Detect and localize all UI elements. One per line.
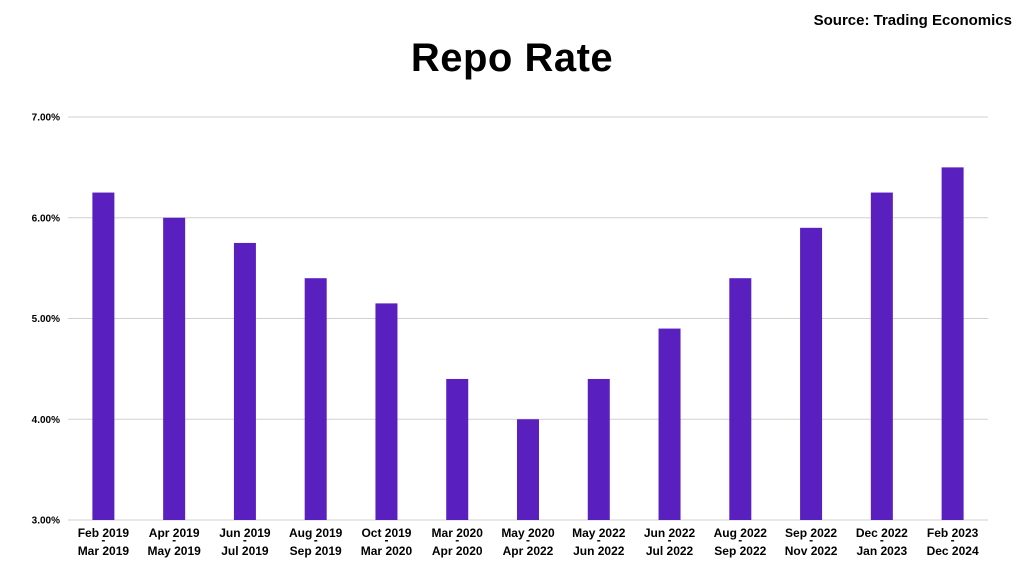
y-tick-label: 3.00% [32, 516, 60, 527]
bar [729, 278, 752, 520]
x-tick-label: - [951, 533, 955, 547]
x-tick-label: - [597, 533, 601, 547]
x-tick-label: Jul 2022 [646, 544, 694, 558]
x-tick-label: - [101, 533, 105, 547]
x-tick-label: Aug 2019 [289, 526, 343, 540]
x-tick-label: - [172, 533, 176, 547]
x-tick-label: Jun 2022 [644, 526, 696, 540]
bars [92, 167, 964, 520]
x-tick-label: Feb 2023 [927, 526, 979, 540]
bar [446, 378, 469, 520]
source-label: Source: Trading Economics [813, 12, 1012, 29]
x-tick-label: Sep 2022 [714, 544, 766, 558]
x-tick-label: - [668, 533, 672, 547]
x-tick-label: Jul 2019 [221, 544, 269, 558]
y-tick-label: 7.00% [32, 113, 60, 124]
x-tick-label: Apr 2020 [432, 544, 483, 558]
bar [870, 192, 893, 520]
bar [304, 278, 327, 520]
bar [233, 242, 256, 520]
x-tick-label: Mar 2020 [432, 526, 484, 540]
x-tick-label: - [738, 533, 742, 547]
x-tick-label: Sep 2022 [785, 526, 837, 540]
bar [658, 328, 681, 520]
x-tick-label: - [243, 533, 247, 547]
x-tick-label: Sep 2019 [290, 544, 342, 558]
bar [800, 227, 823, 520]
x-tick-label: - [526, 533, 530, 547]
bar [517, 419, 539, 520]
x-tick-label: - [880, 533, 884, 547]
bar [163, 217, 186, 520]
x-tick-label: Apr 2019 [149, 526, 200, 540]
bar [587, 378, 610, 520]
x-tick-label: Jan 2023 [856, 544, 907, 558]
y-tick-label: 6.00% [32, 213, 60, 224]
x-tick-label: Dec 2024 [927, 544, 979, 558]
bar [92, 192, 115, 520]
x-tick-label: Jun 2019 [219, 526, 271, 540]
x-tick-label: May 2020 [501, 526, 555, 540]
y-tick-label: 5.00% [32, 314, 60, 325]
x-tick-label: Dec 2022 [856, 526, 908, 540]
x-tick-label: Feb 2019 [78, 526, 130, 540]
x-tick-label: Nov 2022 [785, 544, 838, 558]
x-tick-label: Aug 2022 [714, 526, 768, 540]
y-axis-ticks: 3.00% 4.00% 5.00% 6.00% 7.00% [32, 113, 60, 527]
bar [375, 303, 398, 520]
x-tick-label: Oct 2019 [361, 526, 411, 540]
x-tick-label: Jun 2022 [573, 544, 625, 558]
x-tick-label: - [809, 533, 813, 547]
x-tick-label: Mar 2020 [361, 544, 413, 558]
x-tick-label: - [384, 533, 388, 547]
y-tick-label: 4.00% [32, 415, 60, 426]
bar [941, 167, 964, 520]
x-tick-label: Apr 2022 [503, 544, 554, 558]
x-tick-label: May 2022 [572, 526, 626, 540]
x-tick-label: - [455, 533, 459, 547]
x-tick-label: - [314, 533, 318, 547]
x-tick-label: May 2019 [147, 544, 201, 558]
x-tick-label: Mar 2019 [78, 544, 130, 558]
chart-title: Repo Rate [410, 36, 614, 80]
